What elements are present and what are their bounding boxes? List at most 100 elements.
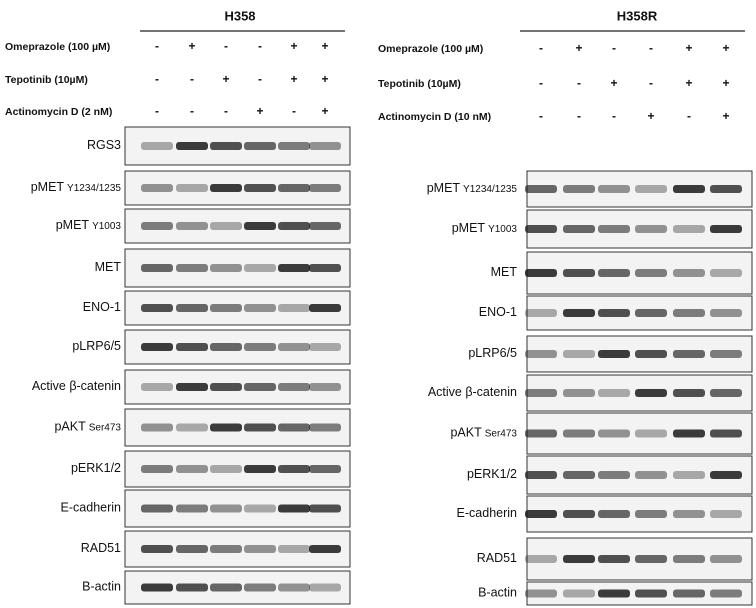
blot-label: pAKT Ser473 [54,420,121,434]
treatment-sign: - [292,104,296,118]
treatment-sign: + [256,104,263,118]
blot: pMET Y1003 [452,209,753,249]
band [176,545,208,553]
band [710,225,742,233]
blot-label: MET [491,265,518,279]
treatment-sign: + [685,41,692,55]
blot-label: E-cadherin [457,506,517,520]
band [309,423,341,432]
treatment-sign: - [224,104,228,118]
treatment-sign: - [155,72,159,86]
treatment-sign: - [190,104,194,118]
band [278,583,310,592]
protein-name: MET [95,260,122,274]
band [598,471,630,479]
band [141,142,173,150]
treatment-sign: - [539,76,543,90]
band [563,589,595,598]
treatment-sign: - [190,72,194,86]
band [635,350,667,358]
band [635,185,667,193]
band [309,142,341,150]
band [710,185,742,193]
band [635,555,667,563]
band [278,222,310,230]
band [176,304,208,312]
blot: MET [491,251,753,295]
band [278,545,310,553]
site-label: Y1003 [488,224,517,235]
band [673,389,705,397]
band [563,185,595,193]
band [635,471,667,479]
band [210,423,242,432]
band [525,225,557,233]
protein-name: E-cadherin [61,501,121,515]
treatment-sign: + [575,41,582,55]
band [176,343,208,351]
band [525,589,557,598]
band [635,225,667,233]
protein-name: B-actin [478,586,517,600]
site-label: Ser473 [89,422,122,433]
blot: pLRP6/5 [72,329,351,365]
treatment-sign: + [290,72,297,86]
band [244,264,276,272]
blot: pAKT Ser473 [54,408,351,447]
band [278,304,310,312]
treatment-sign: + [188,39,195,53]
blot: pERK1/2 [71,450,351,488]
protein-name: pMET [427,181,461,195]
treatment-sign: + [647,109,654,123]
blot: Active β-catenin [428,374,753,412]
band [210,465,242,473]
band [309,583,341,592]
band [525,389,557,397]
band [635,510,667,518]
band [309,184,341,192]
band [635,309,667,317]
protein-name: ENO-1 [83,300,121,314]
band [141,264,173,272]
blot: pERK1/2 [467,455,753,495]
band [278,423,310,432]
treatment-label: Tepotinib (10µM) [5,74,88,86]
band [563,429,595,438]
blot: pAKT Ser473 [450,412,753,455]
treatment-sign: - [577,76,581,90]
blot: Active β-catenin [32,369,351,405]
band [635,269,667,277]
blot-label: pMET Y1234/1235 [427,181,518,195]
band [278,504,310,513]
blot-label: ENO-1 [83,300,121,314]
band [244,583,276,592]
blot-label: RGS3 [87,138,121,152]
band [210,383,242,391]
band [710,350,742,358]
blot-label: B-actin [82,580,121,594]
band [278,142,310,150]
treatment-sign: - [155,104,159,118]
blot-label: RAD51 [81,541,121,555]
blot-label: pMET Y1003 [56,218,122,232]
protein-name: RGS3 [87,138,121,152]
band [141,222,173,230]
band [210,264,242,272]
band [525,471,557,479]
blot-label: pMET Y1234/1235 [31,180,122,194]
blot: ENO-1 [83,290,351,326]
band [525,555,557,563]
band [278,343,310,351]
band [210,142,242,150]
band [635,389,667,397]
site-label: Y1234/1235 [67,183,121,194]
band [710,269,742,277]
treatment-sign: + [722,41,729,55]
protein-name: pERK1/2 [467,467,517,481]
treatment-sign: - [258,39,262,53]
protein-name: pERK1/2 [71,461,121,475]
treatment-sign: + [290,39,297,53]
band [710,589,742,598]
band [309,222,341,230]
band [673,225,705,233]
